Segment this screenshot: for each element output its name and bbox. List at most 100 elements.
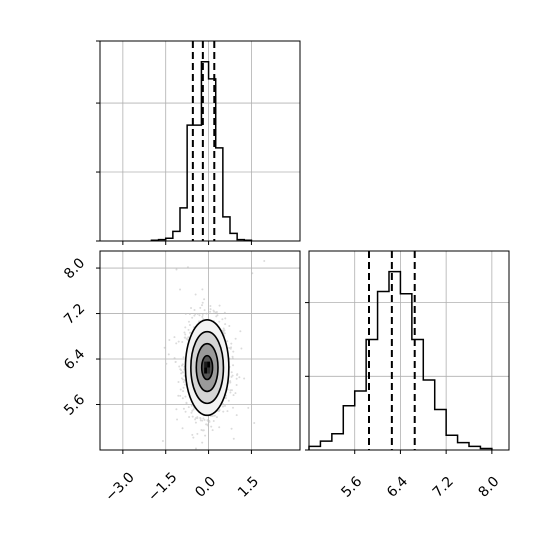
scatter-point <box>203 298 206 301</box>
scatter-point <box>224 317 227 320</box>
scatter-point <box>202 417 205 420</box>
scatter-point <box>174 361 177 364</box>
joint-xtick-label: 1.5 <box>235 474 262 501</box>
scatter-point <box>163 346 166 349</box>
scatter-point <box>175 408 178 411</box>
scatter-point <box>217 410 220 413</box>
scatter-point <box>190 411 193 414</box>
scatter-point <box>215 310 218 313</box>
scatter-point <box>181 363 184 366</box>
scatter-point <box>221 318 224 321</box>
scatter-point <box>190 404 193 407</box>
scatter-point <box>234 392 237 395</box>
scatter-point <box>187 336 190 339</box>
scatter-point <box>194 421 197 424</box>
scatter-point <box>183 331 186 334</box>
joint-ytick-label: 7.2 <box>61 301 88 328</box>
scatter-point <box>235 414 238 417</box>
scatter-point <box>184 383 187 386</box>
scatter-point <box>194 418 197 421</box>
joint-ytick-label: 6.4 <box>61 346 88 373</box>
scatter-point <box>229 389 232 392</box>
scatter-point <box>231 374 234 377</box>
scatter-point <box>224 397 227 400</box>
scatter-point <box>168 339 171 342</box>
scatter-point <box>179 394 182 397</box>
scatter-point <box>205 312 208 315</box>
scatter-point <box>182 356 185 359</box>
scatter-point <box>190 307 193 310</box>
scatter-point <box>179 288 182 291</box>
scatter-point <box>215 315 218 318</box>
scatter-point <box>223 311 226 314</box>
scatter-point <box>218 426 221 429</box>
scatter-point <box>188 323 191 326</box>
scatter-point <box>184 395 187 398</box>
scatter-point <box>182 407 185 410</box>
scatter-point <box>181 341 184 344</box>
marginal-x-histogram-step <box>150 60 253 242</box>
scatter-point <box>187 328 190 331</box>
scatter-point <box>251 272 254 275</box>
scatter-point <box>201 301 204 304</box>
scatter-point <box>186 338 189 341</box>
scatter-point <box>230 346 233 349</box>
density-cell <box>207 361 211 368</box>
scatter-point <box>188 312 191 315</box>
scatter-point <box>201 315 204 318</box>
scatter-point <box>211 429 214 432</box>
scatter-point <box>176 418 179 421</box>
scatter-point <box>177 340 180 343</box>
scatter-point <box>173 336 176 339</box>
scatter-point <box>231 406 234 409</box>
scatter-point <box>222 410 225 413</box>
scatter-point <box>223 332 226 335</box>
scatter-point <box>209 304 212 307</box>
scatter-point <box>199 419 202 422</box>
scatter-point <box>188 415 191 418</box>
scatter-point <box>184 312 187 315</box>
scatter-point <box>230 371 233 374</box>
scatter-point <box>200 429 203 432</box>
scatter-point <box>193 309 196 312</box>
scatter-point <box>218 320 221 323</box>
scatter-point <box>188 331 191 334</box>
scatter-point <box>191 316 194 319</box>
scatter-point <box>194 447 197 450</box>
scatter-point <box>235 377 238 380</box>
scatter-point <box>192 436 195 439</box>
contour-line <box>195 342 219 393</box>
scatter-point <box>167 353 170 356</box>
scatter-point <box>180 377 183 380</box>
scatter-point <box>232 364 235 367</box>
scatter-point <box>218 304 221 307</box>
scatter-point <box>177 380 180 383</box>
scatter-point <box>228 324 231 327</box>
scatter-point <box>181 427 184 430</box>
scatter-point <box>204 434 207 437</box>
marginal-y-xtick-label: 7.2 <box>430 474 457 501</box>
scatter-point <box>203 309 206 312</box>
scatter-point <box>191 415 194 418</box>
scatter-point <box>182 386 185 389</box>
scatter-point <box>199 306 202 309</box>
contour-line <box>200 354 214 381</box>
scatter-point <box>203 418 206 421</box>
scatter-point <box>229 391 232 394</box>
scatter-point <box>208 420 211 423</box>
marginal-x-frame <box>99 40 301 242</box>
contour-line <box>190 330 225 405</box>
scatter-point <box>196 312 199 315</box>
scatter-point <box>240 347 243 350</box>
scatter-point <box>196 416 199 419</box>
scatter-point <box>206 419 209 422</box>
scatter-point <box>210 425 213 428</box>
scatter-point <box>215 416 218 419</box>
scatter-point <box>193 314 196 317</box>
scatter-point <box>201 441 204 444</box>
scatter-point <box>212 419 215 422</box>
scatter-point <box>232 437 235 440</box>
scatter-point <box>178 365 181 368</box>
scatter-point <box>184 336 187 339</box>
